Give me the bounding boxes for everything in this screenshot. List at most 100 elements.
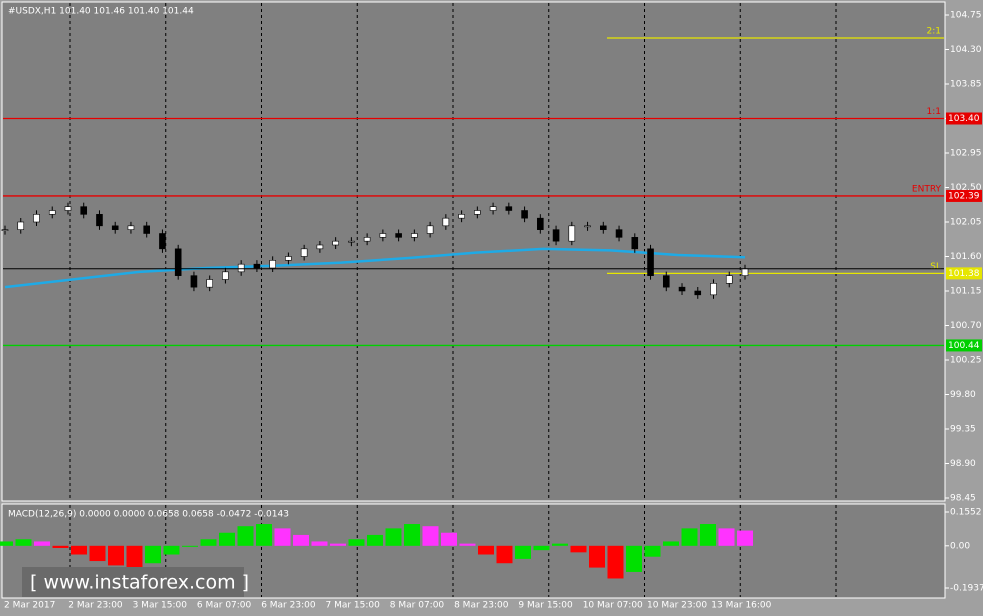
candle [568,225,576,242]
x-tick-label: 8 Mar 07:00 [390,601,445,611]
candle [285,256,292,261]
candle [442,217,450,227]
macd-bar [644,545,661,557]
y-tick-label: 101.15 [950,287,982,297]
macd-bar [385,528,402,546]
candle [159,233,166,250]
level-label: 102.39 [948,191,980,201]
macd-bar [200,539,217,546]
y-tick-label: 98.90 [950,459,976,469]
y-tick-label: 102.05 [950,218,982,228]
macd-bar [34,541,50,546]
x-tick-label: 2 Mar 23:00 [68,601,123,611]
macd-bar [422,526,439,546]
macd-bar [145,545,161,564]
candle [111,225,119,230]
y-tick-label: 102.50 [950,183,982,193]
macd-bar [15,539,32,546]
x-tick-label: 13 Mar 16:00 [711,601,771,611]
x-tick-label: 3 Mar 15:00 [133,601,188,611]
candle [458,214,465,219]
macd-bar [552,543,568,546]
macd-bar [89,545,106,562]
x-tick-label: 2 Mar 2017 [4,601,55,611]
candle [694,290,702,296]
candle [710,283,717,296]
candle [64,206,72,211]
y-tick-label: 0.1552 [950,508,982,518]
candle [253,263,261,269]
level-label: 101.38 [948,269,980,279]
y-tick-label: -0.1937 [950,584,983,594]
y-tick-label: 104.30 [950,45,982,55]
macd-bar [681,528,698,546]
macd-bar [237,526,254,546]
candle [237,263,245,273]
level-label: 103.40 [948,114,980,124]
macd-bar [182,545,198,547]
y-tick-label: 104.75 [950,11,982,21]
y-tick-label: 99.35 [950,425,976,435]
watermark-box [22,567,244,597]
macd-bar [293,534,309,546]
y-tick-label: 102.95 [950,149,982,159]
candle [615,229,623,238]
candle [174,248,182,276]
macd-bar [0,541,13,546]
macd-bar [496,545,513,564]
macd-bar [700,524,716,546]
level-name: 2:1 [927,27,941,37]
x-tick-label: 6 Mar 07:00 [197,601,252,611]
macd-bar [367,534,383,546]
macd-title: MACD(12,26,9) 0.0000 0.0000 0.0658 0.065… [8,510,289,520]
candle [48,210,56,215]
level-name: SL [930,262,941,272]
macd-bar [663,541,679,546]
candle [379,233,387,238]
candle [678,286,686,292]
candle [127,225,135,230]
macd-bar [626,545,642,572]
x-tick-label: 6 Mar 23:00 [261,601,316,611]
watermark: [ www.instaforex.com ] [30,572,249,594]
y-tick-label: 0.00 [950,541,970,551]
macd-bar [718,528,735,546]
macd-bar [570,545,587,553]
candle [316,244,324,250]
y-tick-label: 99.80 [950,390,976,400]
macd-bar [404,524,420,546]
level-tag [946,339,982,352]
main-panel [1,1,946,502]
macd-bar [737,530,753,546]
candle [80,206,88,215]
candle [474,210,481,215]
macd-bar [533,545,550,551]
x-tick-label: 10 Mar 23:00 [647,601,707,611]
macd-bar [126,545,143,568]
candle [190,275,198,288]
macd-bar [219,532,235,546]
macd-bar [52,545,69,548]
candle [269,260,276,269]
y-tick-label: 101.60 [950,252,982,262]
candle [143,225,151,234]
candle [662,275,670,288]
candle [222,271,229,280]
candle [17,221,25,230]
candle [363,237,371,242]
candle [552,229,560,242]
level-name: ENTRY [912,184,942,194]
candle [411,233,418,238]
macd-bar [478,545,494,555]
candle [1,229,9,231]
y-tick-label: 100.25 [950,356,982,366]
x-tick-label: 8 Mar 23:00 [454,601,509,611]
candle [395,233,402,238]
chart-title: #USDX,H1 101.40 101.46 101.40 101.44 [8,7,194,17]
candle [332,240,339,246]
x-tick-label: 10 Mar 07:00 [583,601,643,611]
x-tick-label: 9 Mar 15:00 [518,601,573,611]
macd-bar [256,524,272,546]
